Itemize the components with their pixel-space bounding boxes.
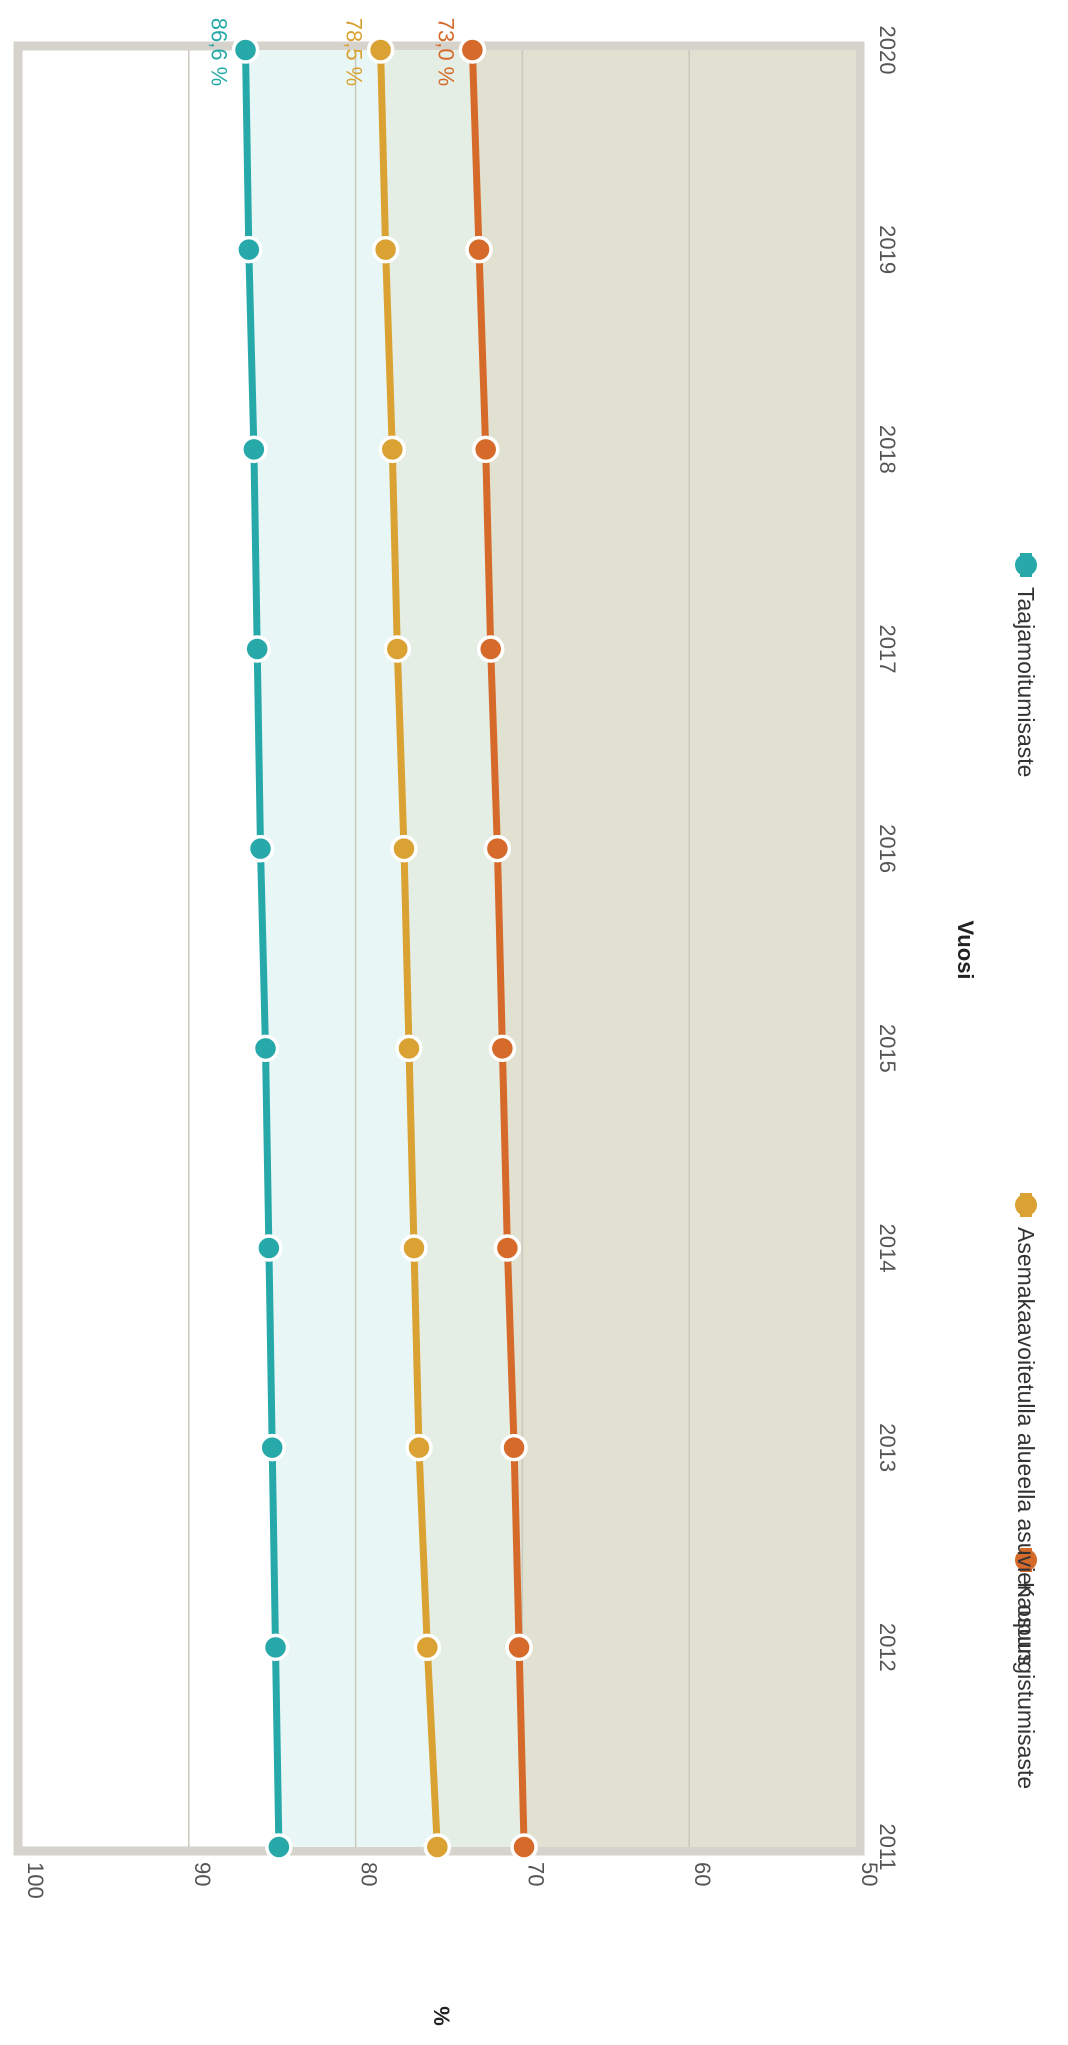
data-point-series-1-2013 [405,1433,433,1462]
data-point-series-2-2016 [246,834,275,863]
legend-label-0: Kaupungistumisaste [1013,1582,1039,1789]
data-point-series-1-2017 [383,635,412,663]
legend-item-0: Kaupungistumisaste [1013,1548,1039,1789]
data-point-series-2-2019 [235,235,263,264]
data-point-series-1-2020 [366,36,395,64]
x-tick-label-2013: 2013 [875,1423,900,1472]
x-tick-label-2018: 2018 [875,425,900,474]
legend-label-2: Taajamoitumisaste [1013,587,1039,777]
data-point-series-1-2014 [400,1234,428,1262]
data-point-series-0-2013 [500,1433,528,1462]
x-tick-label-2019: 2019 [875,225,900,274]
series-line-0 [468,46,528,1851]
area-band-series-0 [472,50,856,1847]
y-axis-title: % [429,2006,454,2026]
data-point-series-2-2015 [251,1034,280,1063]
x-tick-label-2012: 2012 [875,1623,900,1672]
data-point-series-0-2018 [471,435,500,464]
data-point-series-2-2012 [261,1633,290,1662]
data-point-series-0-2019 [465,235,493,264]
series-line-2 [242,46,283,1851]
x-tick-label-2014: 2014 [875,1224,900,1273]
data-label-series-0: 73,0 % [433,18,458,87]
y-tick-label-70: 70 [523,1862,548,1886]
data-point-series-1-2018 [378,435,407,464]
x-tick-label-2015: 2015 [875,1024,900,1073]
data-point-series-0-2020 [458,36,487,64]
y-tick-label-60: 60 [690,1862,715,1886]
data-label-series-2: 86,6 % [207,18,232,87]
data-point-series-1-2016 [390,834,418,863]
data-point-series-0-2016 [483,834,512,863]
legend-label-1: Asemakaavoitetulla alueella asuvien osuu… [1013,1227,1039,1666]
legend-item-1: Asemakaavoitetulla alueella asuvien osuu… [1013,1193,1039,1666]
legend-marker-0 [1015,1549,1037,1571]
data-point-series-2-2017 [243,635,271,663]
y-tick-label-50: 50 [857,1862,882,1886]
y-tick-label-90: 90 [190,1862,215,1886]
x-tick-label-2016: 2016 [875,824,900,873]
x-tick-label-2017: 2017 [875,625,900,674]
data-point-series-2-2014 [255,1234,283,1262]
data-point-series-2-2011 [265,1833,293,1861]
data-point-series-1-2019 [371,235,400,264]
data-point-series-0-2012 [505,1633,533,1662]
x-tick-label-2020: 2020 [875,26,900,75]
legend-marker-1 [1015,1194,1037,1216]
series-line-1 [377,46,441,1851]
data-point-series-1-2011 [423,1833,452,1861]
data-point-series-2-2018 [240,435,268,464]
data-point-series-0-2015 [488,1034,517,1063]
data-point-series-0-2017 [476,635,505,663]
data-point-series-1-2012 [413,1633,442,1662]
data-point-series-0-2014 [493,1234,522,1262]
x-axis-title: Vuosi [953,920,978,979]
legend-marker-2 [1015,554,1037,576]
y-tick-label-80: 80 [357,1862,382,1886]
x-tick-label-2011: 2011 [875,1823,900,1870]
legend-item-2: Taajamoitumisaste [1013,553,1039,777]
data-point-series-2-2013 [258,1433,286,1462]
data-label-series-1: 78,5 % [342,18,367,87]
data-point-series-0-2011 [510,1833,538,1861]
data-point-series-2-2020 [231,36,260,64]
y-tick-label-100: 100 [23,1862,48,1899]
data-point-series-1-2015 [395,1034,423,1063]
